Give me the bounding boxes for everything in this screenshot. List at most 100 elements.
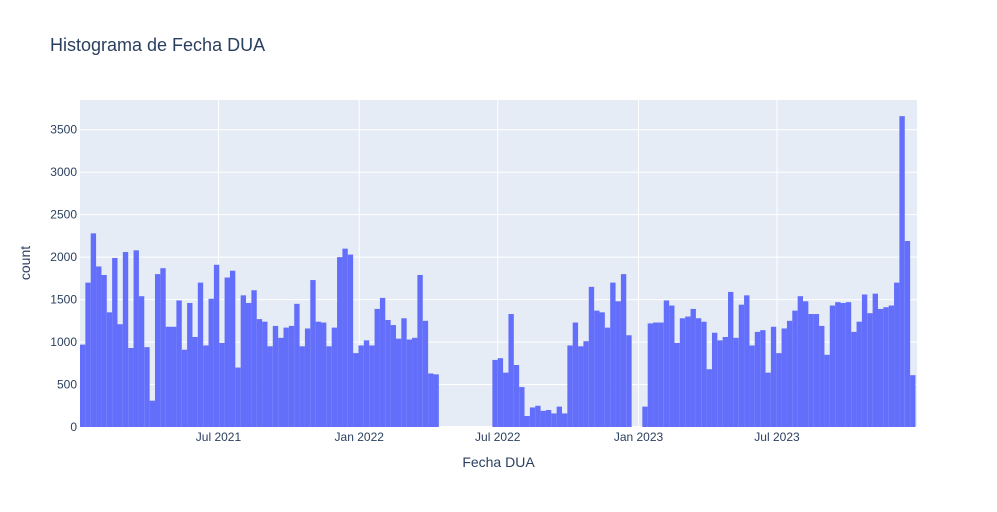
histogram-bar <box>262 321 268 427</box>
histogram-bar <box>567 345 573 427</box>
histogram-bar <box>674 342 680 427</box>
histogram-bar <box>786 320 793 427</box>
histogram-bar <box>551 413 557 427</box>
histogram-bar <box>401 318 407 427</box>
histogram-bar <box>808 314 814 427</box>
histogram-bar <box>861 294 868 427</box>
x-tick-label: Jul 2023 <box>754 430 800 444</box>
histogram-bar <box>85 282 91 427</box>
histogram-bar <box>122 252 129 427</box>
histogram-bar <box>583 341 589 427</box>
histogram-bar <box>701 321 707 427</box>
histogram-bar <box>96 266 102 427</box>
histogram-bar <box>176 300 182 427</box>
x-tick-label: Jul 2022 <box>475 430 521 444</box>
histogram-bar <box>299 346 305 427</box>
histogram-bar <box>417 274 423 427</box>
x-tick-label: Jan 2023 <box>614 430 664 444</box>
histogram-bar <box>765 372 771 427</box>
histogram-bar <box>824 354 830 427</box>
y-tick-label: 3500 <box>50 123 77 137</box>
histogram-bar <box>256 319 263 427</box>
histogram-bar <box>899 116 905 427</box>
histogram-bar <box>321 322 327 427</box>
histogram-bar <box>406 339 413 427</box>
histogram-bar <box>792 310 798 427</box>
y-tick-label: 1000 <box>50 335 77 349</box>
histogram-bar <box>529 407 536 427</box>
x-axis-title: Fecha DUA <box>462 454 535 470</box>
histogram-bar <box>331 327 338 427</box>
histogram-bar <box>428 373 434 427</box>
histogram-bar <box>412 337 418 427</box>
histogram-bar <box>690 308 696 427</box>
histogram-bar <box>497 358 504 427</box>
histogram-bar <box>144 347 150 427</box>
histogram-bar <box>154 274 161 427</box>
histogram-bar <box>663 300 670 427</box>
histogram-bar <box>369 345 375 427</box>
histogram-bar <box>246 302 252 427</box>
y-tick-label: 2500 <box>50 208 77 222</box>
y-tick-labels: 0 500 1000 1500 2000 2500 3000 3500 <box>50 123 77 434</box>
histogram-bar <box>101 274 107 427</box>
histogram-bar <box>642 406 648 427</box>
histogram-bar <box>797 296 804 427</box>
histogram-bar <box>181 349 188 427</box>
histogram-bar <box>535 405 541 427</box>
histogram-bar <box>594 310 600 427</box>
histogram-bar <box>711 332 718 427</box>
histogram-bar <box>149 400 155 427</box>
histogram-bar <box>128 348 134 427</box>
histogram-bar <box>310 280 316 427</box>
histogram-bar <box>626 335 632 427</box>
histogram-bar <box>615 301 621 427</box>
histogram-bar <box>203 345 209 427</box>
y-tick-label: 2000 <box>50 250 77 264</box>
histogram-bar <box>272 325 279 427</box>
histogram-bar <box>508 314 514 427</box>
histogram-bar <box>235 367 241 427</box>
histogram-bar <box>770 326 777 427</box>
histogram-bar <box>679 318 686 427</box>
histogram-bar <box>197 282 204 427</box>
histogram-bar <box>192 336 198 427</box>
histogram-bar <box>776 353 782 427</box>
chart-title: Histograma de Fecha DUA <box>50 35 265 55</box>
histogram-bar <box>685 316 691 427</box>
histogram-bar <box>819 325 825 427</box>
histogram-bar <box>877 308 884 427</box>
x-tick-label: Jan 2022 <box>335 430 385 444</box>
histogram-bar <box>883 307 889 427</box>
histogram-bar <box>738 304 745 427</box>
histogram-bar <box>395 338 402 427</box>
histogram-bar <box>669 305 675 427</box>
histogram-bar <box>240 295 247 427</box>
histogram-bar <box>90 233 97 427</box>
histogram-bar <box>851 331 857 427</box>
histogram-bar <box>224 277 230 427</box>
histogram-bar <box>835 302 841 427</box>
histogram-bar <box>519 387 525 427</box>
x-tick-label: Jul 2021 <box>196 430 242 444</box>
histogram-bar <box>781 328 787 427</box>
histogram-bar <box>744 295 750 427</box>
histogram-bar <box>390 325 396 427</box>
histogram-bar <box>588 286 595 427</box>
histogram-bar <box>856 321 862 427</box>
y-tick-label: 0 <box>70 420 77 434</box>
histogram-bar <box>288 325 295 427</box>
histogram-bar <box>754 331 761 427</box>
histogram-bar <box>422 320 429 427</box>
histogram-bar <box>347 254 354 427</box>
histogram-bar <box>578 346 584 427</box>
histogram-bar <box>658 322 664 427</box>
histogram-bar <box>133 250 139 427</box>
histogram-bar <box>117 324 123 427</box>
histogram-bar <box>165 326 172 427</box>
histogram-bar <box>304 328 311 427</box>
histogram-bar <box>845 302 852 427</box>
histogram-bar <box>374 308 380 427</box>
histogram-bar <box>599 312 605 427</box>
